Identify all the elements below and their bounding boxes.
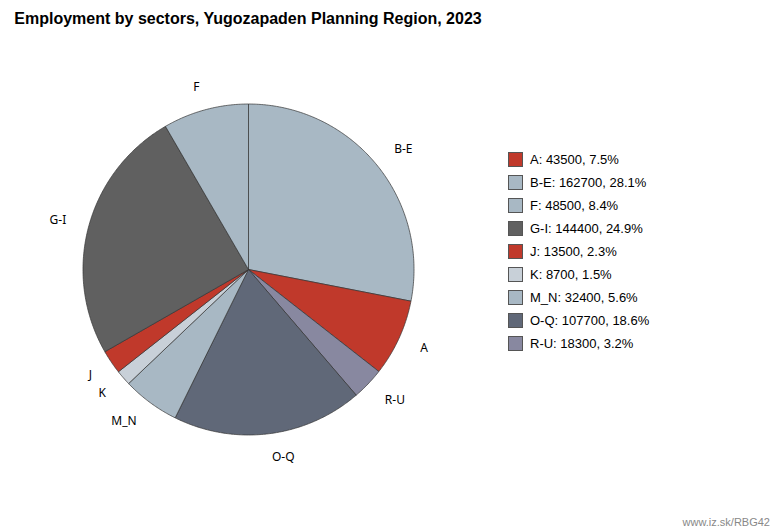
html-text:Employment by sectors, Yugozap: Employment by sectors, Yugozapaden Plann… — [14, 10, 482, 27]
html-text:K: 8700, 1.5%: K: 8700, 1.5% — [530, 266, 612, 282]
html-text:B-E: 162700, 28.1%: B-E: 162700, 28.1% — [530, 174, 647, 190]
html-text:www.iz.sk/RBG42: www.iz.sk/RBG42 — [682, 516, 770, 528]
svg-text:B-E: B-E — [394, 140, 412, 157]
svg-text:J: J — [88, 366, 92, 383]
html-text:G-I: 144400, 24.9%: G-I: 144400, 24.9% — [530, 220, 643, 236]
svg-text:G-I: G-I — [50, 211, 67, 228]
html-text:M_N: 32400, 5.6%: M_N: 32400, 5.6% — [530, 289, 638, 305]
svg-text:M_N: M_N — [111, 412, 136, 429]
svg-text:O-Q: O-Q — [272, 448, 295, 465]
html-text:F: 48500, 8.4%: F: 48500, 8.4% — [530, 197, 619, 213]
svg-text:K: K — [98, 384, 106, 401]
html-text:J: 13500, 2.3%: J: 13500, 2.3% — [530, 243, 617, 259]
html-text:R-U: 18300, 3.2%: R-U: 18300, 3.2% — [530, 335, 634, 351]
svg-text:A: A — [420, 339, 428, 356]
svg-text:R-U: R-U — [385, 391, 405, 408]
html-text:A: 43500, 7.5%: A: 43500, 7.5% — [530, 151, 619, 167]
html-text:O-Q: 107700, 18.6%: O-Q: 107700, 18.6% — [530, 312, 650, 328]
svg-text:F: F — [193, 78, 199, 95]
